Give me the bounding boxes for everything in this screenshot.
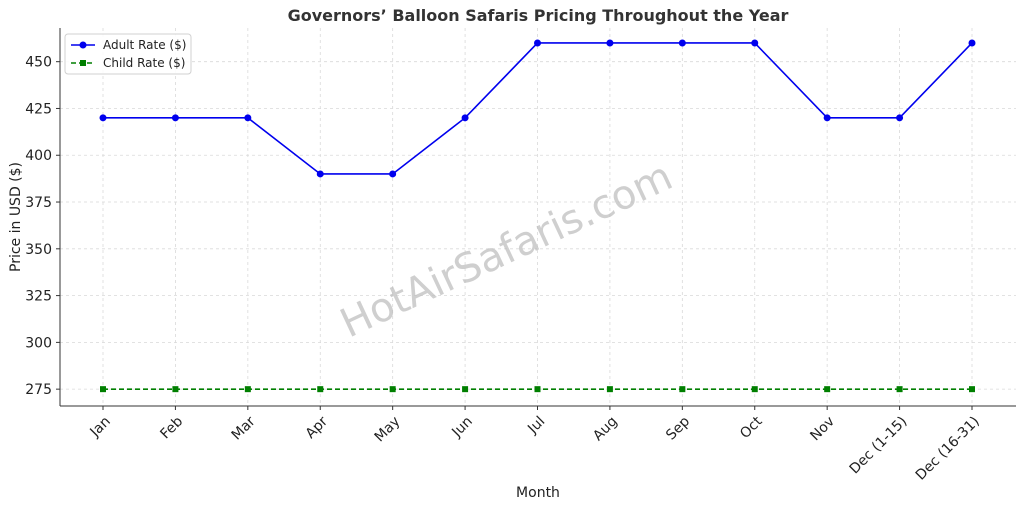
data-point bbox=[172, 386, 179, 393]
data-point bbox=[896, 386, 903, 393]
x-tick-label: Dec (1-15) bbox=[847, 414, 911, 478]
data-point bbox=[678, 39, 686, 47]
legend: Adult Rate ($) Child Rate ($) bbox=[64, 33, 192, 75]
x-tick-label: Feb bbox=[157, 413, 186, 442]
data-point bbox=[389, 170, 397, 178]
data-point bbox=[462, 386, 469, 393]
data-point bbox=[824, 386, 831, 393]
data-point bbox=[679, 386, 686, 393]
data-point bbox=[316, 170, 324, 178]
data-point bbox=[751, 39, 759, 47]
data-point bbox=[534, 386, 541, 393]
y-tick-label: 375 bbox=[25, 195, 52, 211]
data-point bbox=[244, 114, 252, 122]
x-tick-label: Apr bbox=[303, 413, 332, 442]
legend-box bbox=[64, 33, 192, 75]
x-tick-label: Aug bbox=[590, 414, 621, 445]
y-tick-label: 400 bbox=[25, 148, 52, 164]
x-axis-label: Month bbox=[516, 485, 560, 501]
y-tick-label: 425 bbox=[25, 101, 52, 117]
data-point bbox=[751, 386, 758, 393]
data-point bbox=[244, 386, 251, 393]
legend-entry: Child Rate ($) bbox=[103, 56, 185, 70]
x-tick-label: Jun bbox=[448, 414, 475, 441]
y-tick-label: 275 bbox=[25, 382, 52, 398]
data-point bbox=[606, 39, 614, 47]
x-tick-label: Dec (16-31) bbox=[913, 414, 983, 484]
y-tick-label: 350 bbox=[25, 242, 52, 258]
data-point bbox=[171, 114, 179, 122]
y-tick-label: 300 bbox=[25, 335, 52, 351]
data-point bbox=[317, 386, 324, 393]
series-layer bbox=[99, 39, 976, 393]
y-tick-label: 450 bbox=[25, 55, 52, 71]
watermark-text: HotAirSafaris.com bbox=[334, 153, 680, 347]
data-point bbox=[969, 386, 975, 393]
data-point bbox=[461, 114, 469, 122]
legend-entry: Adult Rate ($) bbox=[103, 38, 186, 52]
x-tick-label: Nov bbox=[807, 414, 838, 445]
data-point bbox=[99, 114, 107, 122]
y-axis-label: Price in USD ($) bbox=[8, 162, 24, 272]
data-point bbox=[968, 39, 976, 47]
data-point bbox=[534, 39, 541, 47]
x-tick-label: May bbox=[372, 414, 404, 446]
x-tick-label: Jan bbox=[87, 414, 114, 441]
legend-marker bbox=[80, 60, 86, 66]
grid bbox=[60, 28, 1016, 406]
legend-marker bbox=[79, 41, 87, 49]
data-point bbox=[606, 386, 613, 393]
x-tick-label: Oct bbox=[737, 413, 766, 442]
chart-title: Governors’ Balloon Safaris Pricing Throu… bbox=[288, 6, 789, 25]
data-point bbox=[389, 386, 396, 393]
data-point bbox=[100, 386, 106, 393]
x-tick-label: Mar bbox=[229, 413, 259, 443]
axes bbox=[56, 28, 1016, 410]
data-point bbox=[823, 114, 831, 122]
y-tick-label: 325 bbox=[25, 289, 52, 305]
x-tick-label: Sep bbox=[663, 413, 693, 443]
data-point bbox=[896, 114, 904, 122]
x-tick-label: Jul bbox=[524, 414, 548, 438]
